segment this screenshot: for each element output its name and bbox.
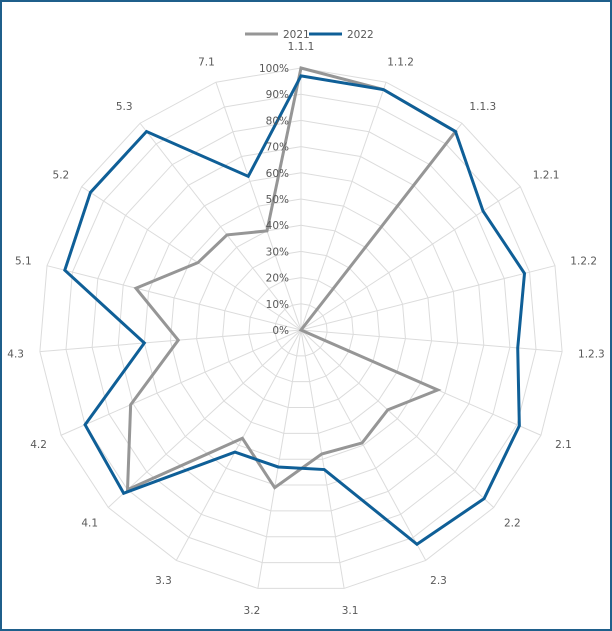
data-point-2021-7.1 <box>266 230 268 232</box>
gridline-ring <box>65 93 537 564</box>
legend-label-2022: 2022 <box>347 29 374 41</box>
data-point-2021-5.3 <box>226 234 228 236</box>
spoke <box>300 329 427 561</box>
tick-label: 100% <box>259 63 289 75</box>
gridline-ring <box>143 172 459 486</box>
data-point-2022-3.1 <box>323 469 325 471</box>
category-label: 1.2.1 <box>533 170 560 182</box>
spoke <box>257 329 302 589</box>
gridline-ring <box>117 146 485 512</box>
category-label: 1.2.3 <box>578 348 605 360</box>
spoke <box>46 265 302 331</box>
gridline-ring <box>91 119 511 538</box>
spoke <box>300 265 556 331</box>
category-label: 2.2 <box>504 517 521 529</box>
category-label: 1.1.2 <box>387 56 414 68</box>
category-label: 1.1.3 <box>469 101 496 113</box>
tick-label: 80% <box>266 115 289 127</box>
data-point-2021-5.2 <box>197 262 199 264</box>
tick-label: 0% <box>272 325 289 337</box>
series-line-2021 <box>125 66 458 493</box>
category-label: 3.3 <box>155 575 172 587</box>
data-point-2021-3.1 <box>321 453 323 455</box>
data-point-2022-4.1 <box>123 492 125 494</box>
tick-label: 70% <box>266 142 289 154</box>
data-point-2021-3.2 <box>274 487 276 489</box>
category-label: 1.1.1 <box>288 41 315 53</box>
data-point-2022-1.1.3 <box>454 131 456 133</box>
data-point-2022-7.1 <box>247 175 249 177</box>
tick-label: 20% <box>266 273 289 285</box>
tick-label: 60% <box>266 168 289 180</box>
tick-label: 10% <box>266 299 289 311</box>
category-label: 7.1 <box>198 56 215 68</box>
tick-label: 50% <box>266 194 289 206</box>
spoke <box>300 82 387 331</box>
data-point-2021-2.1 <box>437 389 439 391</box>
spoke <box>215 82 302 331</box>
data-point-2021-2.2 <box>387 409 389 411</box>
data-point-2022-5.2 <box>89 191 91 193</box>
category-label: 4.2 <box>30 439 47 451</box>
series-group <box>63 66 527 547</box>
data-point-2022-3.2 <box>277 466 279 468</box>
spoke <box>60 329 302 436</box>
category-label: 2.3 <box>430 575 447 587</box>
spoke <box>175 329 302 561</box>
category-label: 1.2.2 <box>570 255 597 267</box>
category-label: 3.2 <box>244 605 261 617</box>
grid <box>39 67 563 589</box>
category-label: 5.2 <box>53 170 70 182</box>
category-label: 2.1 <box>555 439 572 451</box>
spoke <box>300 186 521 331</box>
gridline-ring <box>39 67 563 589</box>
tick-label: 30% <box>266 246 289 258</box>
data-point-2022-5.3 <box>146 131 148 133</box>
data-point-2022-2.3 <box>416 543 418 545</box>
data-point-2022-1.1.2 <box>383 89 385 91</box>
tick-label: 40% <box>266 220 289 232</box>
tick-label: 90% <box>266 89 289 101</box>
data-point-2021-3.3 <box>241 437 243 439</box>
spoke <box>300 329 495 508</box>
spoke <box>139 122 302 331</box>
category-label: 3.1 <box>342 605 359 617</box>
data-point-2022-2.1 <box>518 425 520 427</box>
data-point-2021-4.3 <box>177 339 179 341</box>
data-point-2022-2.2 <box>483 498 485 500</box>
data-point-2022-3.3 <box>234 451 236 453</box>
data-point-2021-1.2.3 <box>300 329 302 331</box>
gridline-ring <box>196 224 406 434</box>
data-point-2021-2.3 <box>361 442 363 444</box>
category-label: 5.1 <box>15 255 32 267</box>
series-line-2022 <box>63 74 527 547</box>
legend-label-2021: 2021 <box>283 29 310 41</box>
data-point-2022-1.2.2 <box>524 272 526 274</box>
data-point-2022-4.2 <box>84 424 86 426</box>
category-labels: 1.1.1 1.1.2 1.1.3 1.2.1 1.2.2 1.2.3 2.1 2.2 2.3 3… <box>7 41 604 617</box>
gridline-ring <box>248 277 354 383</box>
data-point-2021-4.1 <box>127 489 129 491</box>
data-point-2022-1.2.3 <box>517 347 519 349</box>
tick-labels: 0% 10% 20% 30% 40% 50% 60% 70% 80% 90% 100% <box>259 63 289 337</box>
legend: 2021 2022 <box>245 29 374 41</box>
data-point-2021-5.1 <box>135 287 137 289</box>
spoke <box>39 329 302 353</box>
category-label: 4.1 <box>81 517 98 529</box>
gridline-ring <box>274 303 328 357</box>
category-label: 4.3 <box>7 348 24 360</box>
gridline-ring <box>222 250 380 409</box>
data-point-2021-4.2 <box>130 404 132 406</box>
spoke <box>107 329 302 508</box>
data-point-2022-1.2.1 <box>482 210 484 212</box>
category-label: 5.3 <box>116 101 133 113</box>
data-point-2022-4.3 <box>143 342 145 344</box>
spoke <box>81 186 302 331</box>
data-point-2022-5.1 <box>64 269 66 271</box>
data-point-2022-1.1.1 <box>300 75 302 77</box>
data-point-2021-1.1.1 <box>300 67 302 69</box>
spoke <box>300 329 345 589</box>
